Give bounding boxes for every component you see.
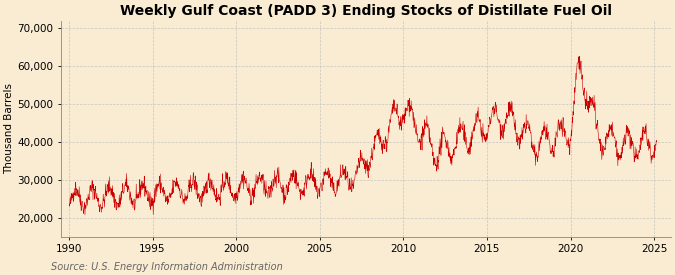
- Title: Weekly Gulf Coast (PADD 3) Ending Stocks of Distillate Fuel Oil: Weekly Gulf Coast (PADD 3) Ending Stocks…: [119, 4, 612, 18]
- Y-axis label: Thousand Barrels: Thousand Barrels: [4, 83, 14, 174]
- Text: Source: U.S. Energy Information Administration: Source: U.S. Energy Information Administ…: [51, 262, 282, 272]
